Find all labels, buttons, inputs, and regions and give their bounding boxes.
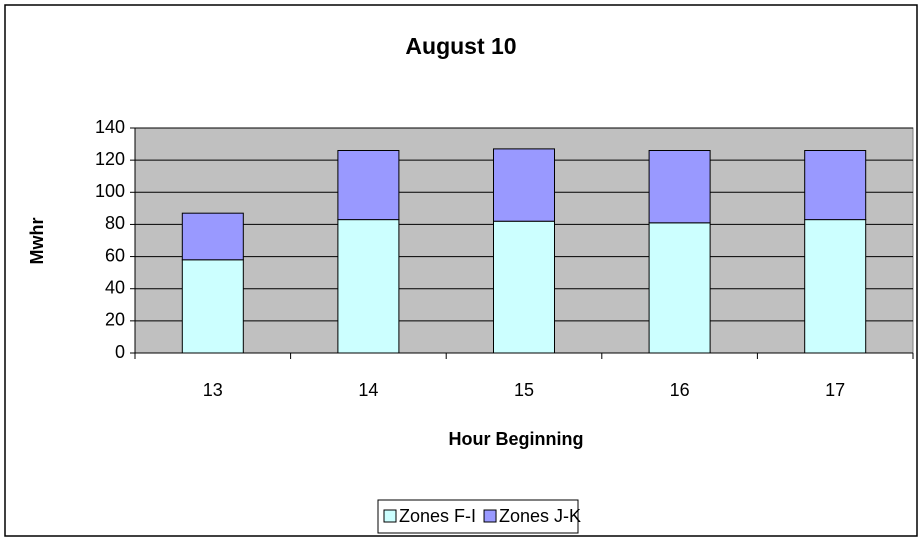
y-tick-label: 80 — [105, 213, 125, 233]
legend-label: Zones J-K — [499, 506, 581, 526]
legend-swatch — [483, 509, 497, 523]
y-axis-label: Mwhr — [27, 218, 47, 265]
bar-segment — [337, 219, 400, 354]
y-tick-label: 140 — [95, 117, 125, 137]
legend-swatch — [383, 509, 397, 523]
legend-box — [377, 499, 579, 534]
bar-segment — [181, 259, 244, 354]
bar-segment — [493, 220, 555, 354]
x-tick-label: 14 — [358, 380, 378, 400]
x-axis-label: Hour Beginning — [449, 429, 584, 449]
bar-segment — [493, 148, 555, 222]
y-tick-label: 120 — [95, 149, 125, 169]
bar-segment — [337, 150, 400, 221]
y-tick-label: 60 — [105, 245, 125, 265]
x-tick-label: 15 — [514, 380, 534, 400]
chart-title: August 10 — [405, 33, 516, 59]
x-tick-label: 17 — [825, 380, 845, 400]
x-tick-label: 16 — [670, 380, 690, 400]
y-tick-label: 40 — [105, 277, 125, 297]
y-tick-label: 100 — [95, 181, 125, 201]
bar-segment — [648, 150, 711, 224]
y-tick-label: 0 — [115, 342, 125, 362]
bar-segment — [804, 150, 867, 221]
x-tick-label: 13 — [203, 380, 223, 400]
y-tick-label: 20 — [105, 310, 125, 330]
bar-segment — [181, 212, 244, 261]
bar-segment — [804, 219, 867, 354]
legend-label: Zones F-I — [399, 506, 476, 526]
bar-segment — [648, 222, 711, 354]
